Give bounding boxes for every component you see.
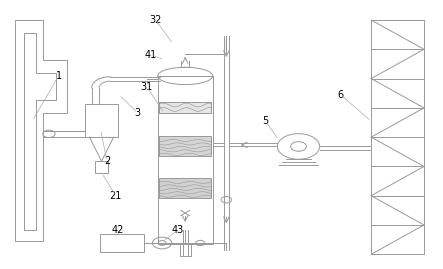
Text: 2: 2 bbox=[104, 156, 110, 166]
Text: 43: 43 bbox=[171, 225, 183, 235]
Bar bbox=[95, 161, 108, 173]
Text: 1: 1 bbox=[55, 71, 62, 81]
Text: 3: 3 bbox=[135, 108, 141, 118]
Bar bbox=[85, 104, 118, 137]
Text: 41: 41 bbox=[145, 50, 157, 60]
Text: 42: 42 bbox=[112, 225, 124, 235]
Bar bbox=[159, 178, 211, 198]
Text: 32: 32 bbox=[149, 15, 162, 25]
Text: 31: 31 bbox=[140, 82, 153, 91]
Text: 6: 6 bbox=[337, 90, 343, 100]
Bar bbox=[158, 76, 213, 244]
Text: 21: 21 bbox=[110, 191, 122, 201]
Bar bbox=[101, 234, 144, 252]
Text: 5: 5 bbox=[262, 116, 268, 126]
Bar bbox=[180, 244, 190, 256]
Bar bbox=[159, 102, 211, 113]
Bar bbox=[159, 136, 211, 157]
